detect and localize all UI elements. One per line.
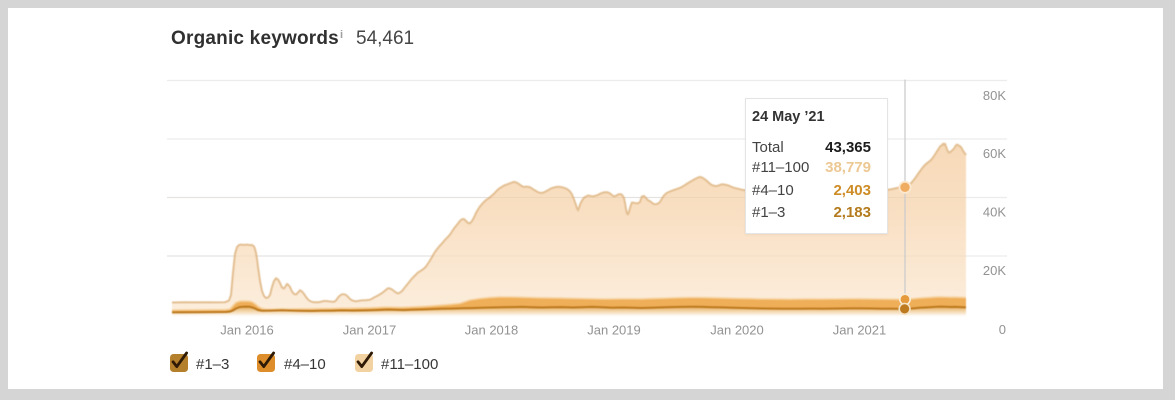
svg-text:40K: 40K [983, 205, 1006, 220]
svg-text:Jan 2017: Jan 2017 [343, 323, 397, 338]
svg-text:60K: 60K [983, 146, 1006, 161]
svg-text:Jan 2021: Jan 2021 [833, 323, 887, 338]
svg-text:Jan 2016: Jan 2016 [220, 323, 274, 338]
svg-text:Jan 2018: Jan 2018 [465, 323, 519, 338]
svg-text:80K: 80K [983, 88, 1006, 103]
svg-text:Jan 2019: Jan 2019 [587, 323, 641, 338]
svg-text:Jan 2020: Jan 2020 [710, 323, 764, 338]
svg-text:20K: 20K [983, 263, 1006, 278]
svg-text:0: 0 [999, 322, 1006, 337]
